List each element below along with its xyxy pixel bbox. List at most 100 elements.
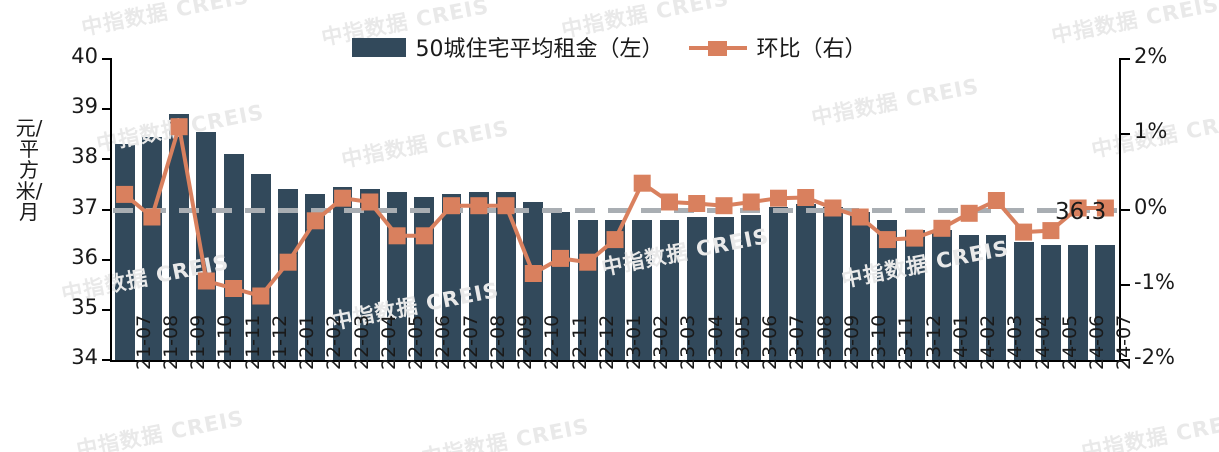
- chart-legend: 50城住宅平均租金（左） 环比（右）: [0, 30, 1219, 64]
- line-marker-23-03[interactable]: 23-03: 0.1%: [661, 193, 678, 211]
- y-axis-left-tickmark: [102, 108, 111, 111]
- legend-item-line[interactable]: 环比（右）: [689, 31, 867, 63]
- bar-24-03[interactable]: [986, 234, 1007, 360]
- bar-22-01[interactable]: [278, 189, 298, 360]
- bar-23-05[interactable]: [714, 217, 734, 360]
- legend-bar-swatch: [352, 37, 407, 57]
- last-value-annotation: 36.3: [1055, 199, 1107, 225]
- line-marker-23-02[interactable]: 23-02: 0.35%: [633, 174, 651, 192]
- line-marker-24-05[interactable]: 24-05: -0.28%: [1042, 222, 1060, 240]
- y-axis-right-tickmark: [1121, 133, 1130, 136]
- line-marker-23-07[interactable]: 23-07: 0.15%: [770, 189, 787, 207]
- y-axis-right-tickmark: [1121, 58, 1130, 60]
- line-marker-21-12[interactable]: 21-12: -1.15%: [252, 287, 270, 305]
- line-marker-22-11[interactable]: 22-11: -0.65%: [552, 249, 569, 267]
- line-marker-23-12[interactable]: 23-12: -0.38%: [906, 229, 924, 247]
- line-marker-23-09[interactable]: 23-09: 0.02%: [824, 199, 842, 217]
- bar-22-02[interactable]: [305, 194, 326, 360]
- line-path: [123, 124, 1106, 298]
- legend-line-label: 环比（右）: [756, 37, 867, 62]
- line-marker-22-09[interactable]: 22-09: 0.05%: [497, 197, 515, 215]
- line-marker-23-11[interactable]: 23-11: -0.4%: [878, 231, 896, 249]
- bar-21-09[interactable]: [169, 114, 190, 360]
- bar-23-03[interactable]: [659, 219, 680, 360]
- y-axis-left-tickmark: [102, 308, 111, 311]
- line-marker-24-04[interactable]: 24-04: -0.3%: [1015, 223, 1033, 241]
- y-axis-left-title: 元/平方米/月: [15, 116, 43, 224]
- line-marker-24-02[interactable]: 24-02: -0.05%: [960, 204, 978, 222]
- y-axis-left-tick: 36: [71, 244, 98, 269]
- bar-24-07[interactable]: [1095, 244, 1116, 360]
- line-marker-24-01[interactable]: 24-01: -0.25%: [933, 219, 951, 237]
- bar-24-01[interactable]: [931, 229, 952, 360]
- bar-23-07[interactable]: [768, 206, 789, 360]
- y-axis-right-line: [1119, 58, 1121, 362]
- y-axis-left-tickmark: [102, 158, 111, 161]
- line-marker-23-06[interactable]: 23-06: 0.1%: [742, 193, 760, 211]
- zero-reference-dashline: [113, 207, 1117, 213]
- y-axis-left-tick: 40: [71, 44, 98, 68]
- bar-21-08[interactable]: [141, 136, 162, 360]
- bar-22-08[interactable]: [468, 191, 489, 360]
- bar-23-06[interactable]: [741, 214, 762, 360]
- bar-23-11[interactable]: [877, 219, 898, 360]
- y-axis-right-tick: -1%: [1134, 269, 1175, 294]
- bar-21-10[interactable]: [196, 131, 217, 360]
- line-marker-24-06[interactable]: 24-06: 0.02%: [1069, 199, 1087, 217]
- y-axis-right-tick: 0%: [1134, 194, 1168, 219]
- bar-22-07[interactable]: [441, 194, 462, 360]
- line-marker-22-07[interactable]: 22-07: 0.05%: [443, 197, 460, 215]
- y-axis-left-tickmark: [102, 359, 111, 361]
- line-marker-24-07[interactable]: 24-07: 0.02%: [1096, 199, 1114, 217]
- line-marker-22-10[interactable]: 22-10: -0.85%: [524, 265, 542, 282]
- line-marker-21-08[interactable]: 21-08: -0.1%: [143, 208, 161, 226]
- bar-23-12[interactable]: [904, 229, 925, 360]
- legend-item-bar[interactable]: 50城住宅平均租金（左）: [352, 31, 663, 63]
- line-marker-23-05[interactable]: 23-05: 0.05%: [715, 197, 733, 215]
- y-axis-right-tickmark: [1121, 283, 1130, 286]
- bar-24-06[interactable]: [1068, 244, 1089, 360]
- line-marker-21-09[interactable]: 21-09: 1.1%: [170, 118, 188, 136]
- bar-23-08[interactable]: [795, 204, 816, 360]
- line-marker-21-11[interactable]: 21-11: -1.05%: [225, 280, 243, 297]
- line-marker-23-04[interactable]: 23-04: 0.08%: [688, 195, 706, 212]
- line-marker-22-04[interactable]: 22-04: 0.1%: [361, 193, 379, 211]
- y-axis-right-tick: -2%: [1134, 345, 1175, 369]
- bar-22-11[interactable]: [550, 212, 571, 360]
- bar-23-02[interactable]: [632, 219, 653, 360]
- line-marker-21-07[interactable]: 21-07: 0.2%: [116, 185, 134, 203]
- bar-24-05[interactable]: [1040, 244, 1061, 360]
- bar-21-11[interactable]: [223, 154, 244, 360]
- line-marker-24-03[interactable]: 24-03: 0.12%: [987, 192, 1005, 209]
- bar-22-04[interactable]: [359, 189, 380, 360]
- y-axis-right-tickmark: [1121, 359, 1130, 361]
- y-axis-left-tick: 37: [71, 194, 98, 219]
- line-marker-22-05[interactable]: 22-05: -0.35%: [388, 227, 406, 245]
- legend-bar-label: 50城住宅平均租金（左）: [415, 37, 664, 62]
- line-marker-22-12[interactable]: 22-12: -0.7%: [579, 253, 597, 271]
- y-axis-left-line: [110, 58, 112, 362]
- line-marker-22-01[interactable]: 22-01: -0.7%: [279, 253, 297, 271]
- line-marker-22-08[interactable]: 22-08: 0.05%: [470, 197, 488, 215]
- bar-24-04[interactable]: [1013, 242, 1034, 360]
- line-marker-22-06[interactable]: 22-06: -0.35%: [415, 227, 433, 245]
- bar-22-03[interactable]: [332, 186, 353, 360]
- line-marker-21-10[interactable]: 21-10: -0.95%: [197, 272, 215, 290]
- bar-23-01[interactable]: [605, 219, 625, 360]
- line-marker-22-03[interactable]: 22-03: 0.15%: [334, 189, 352, 207]
- bar-23-09[interactable]: [823, 206, 843, 360]
- line-marker-22-02[interactable]: 22-02: -0.15%: [306, 212, 324, 230]
- y-axis-left-tick: 39: [71, 94, 98, 119]
- x-axis-line: [110, 360, 1121, 362]
- bar-22-09[interactable]: [496, 191, 516, 360]
- line-marker-23-10[interactable]: 23-10: -0.1%: [851, 208, 869, 226]
- line-marker-23-08[interactable]: 23-08: 0.16%: [797, 189, 815, 206]
- y-axis-left-tickmark: [102, 58, 111, 60]
- bar-21-12[interactable]: [250, 174, 271, 360]
- bar-24-02[interactable]: [959, 234, 980, 360]
- bar-23-10[interactable]: [850, 212, 871, 360]
- bar-23-04[interactable]: [686, 217, 707, 360]
- y-axis-left-tickmark: [102, 258, 111, 261]
- line-marker-23-01[interactable]: 23-01: -0.4%: [606, 231, 624, 249]
